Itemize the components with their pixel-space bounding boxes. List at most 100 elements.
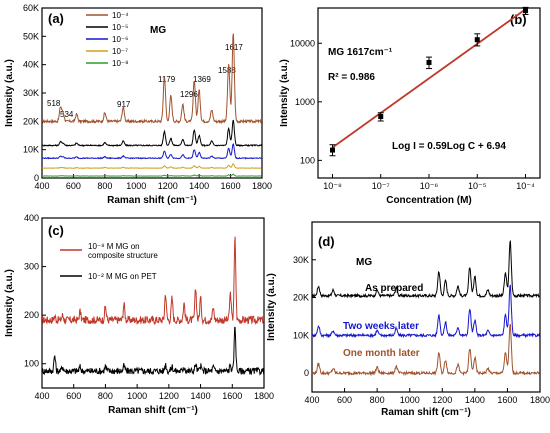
panel-a-label: (a) (48, 11, 64, 26)
panel-c-xlabel: Raman shift (cm⁻¹) (108, 405, 198, 416)
panel-c-xtick-label: 400 (34, 391, 49, 401)
legend-label-1e-4: 10⁻⁴ (112, 11, 129, 20)
panel-b-frame (317, 7, 541, 179)
panel-a-series-line-0 (42, 33, 263, 125)
legend-label-pet: 10⁻² M MG on PET (88, 272, 157, 281)
panel-a: (a) MG 10⁻⁴ 10⁻⁵ 10⁻⁶ 10⁻⁷ 10⁻⁸ 518 534 … (4, 3, 272, 206)
panel-c-xtick-label: 1000 (127, 391, 147, 401)
panel-a-xtick-label: 1200 (158, 181, 178, 191)
panel-a-title: MG (150, 25, 166, 36)
panel-d-xtick-label: 1800 (530, 395, 550, 405)
panel-a-xlabel: Raman shift (cm⁻¹) (107, 195, 197, 206)
panel-c-series-line-0 (41, 236, 265, 326)
panel-d-label: (d) (318, 234, 335, 249)
panel-a-ytick-label: 40K (23, 60, 39, 70)
panel-a-legend: 10⁻⁴ 10⁻⁵ 10⁻⁶ 10⁻⁷ 10⁻⁸ (86, 11, 129, 68)
peak-label-1296: 1296 (180, 90, 198, 99)
panel-c-legend: 10⁻⁸ M MG on composite structure 10⁻² M … (60, 242, 158, 281)
panel-d-xtick-label: 1400 (465, 395, 485, 405)
panel-d-xtick-label: 1200 (432, 395, 452, 405)
panel-b-xtick-label: 10⁻⁴ (516, 181, 535, 191)
panel-c-xtick-label: 1400 (191, 391, 211, 401)
panel-a-xtick-label: 400 (34, 181, 49, 191)
panel-d-xtick-label: 400 (304, 395, 319, 405)
panel-b-ylabel: Intensity (a.u.) (279, 59, 290, 127)
panel-b-ytick-label: 10000 (290, 38, 315, 48)
legend-label-1e-8: 10⁻⁸ (112, 59, 129, 68)
panel-a-ytick-label: 30K (23, 88, 39, 98)
panel-d-series-line-1 (311, 284, 541, 339)
panel-d-frame (311, 221, 541, 393)
panel-a-series-line-2 (41, 143, 262, 160)
panel-b-label: (b) (510, 12, 527, 27)
panel-c-ytick-label: 300 (24, 262, 39, 272)
panel-a-ytick-label: 10K (23, 145, 39, 155)
panel-b-data-point (523, 8, 529, 14)
peak-label-534: 534 (60, 110, 74, 119)
panel-c-xtick-label: 1600 (222, 391, 242, 401)
curve-label-as-prepared: As prepared (365, 283, 423, 294)
panel-a-xtick-label: 600 (66, 181, 81, 191)
panel-b-xlabel: Concentration (M) (386, 195, 472, 206)
panel-b-data-point (474, 37, 480, 43)
panel-b-fit-line (331, 8, 527, 149)
peak-label-1588: 1588 (218, 66, 236, 75)
panel-c-xtick-label: 800 (98, 391, 113, 401)
panel-a-xtick-label: 800 (97, 181, 112, 191)
panel-a-peak-labels: 518 534 917 1179 1296 1369 1588 1617 (47, 43, 243, 119)
legend-label-composite: 10⁻⁸ M MG on composite structure (88, 242, 158, 260)
legend-label-1e-6: 10⁻⁶ (112, 35, 128, 44)
panel-d-xlabel: Raman shift (cm⁻¹) (381, 407, 471, 418)
panel-d-series-line-2 (311, 323, 540, 377)
panel-c-ytick-label: 400 (24, 213, 39, 223)
panel-c-label: (c) (48, 223, 64, 238)
panel-b-data-point (378, 114, 384, 120)
panel-b-annotation-title: MG 1617cm⁻¹ (328, 47, 393, 58)
panel-d-xtick-label: 800 (370, 395, 385, 405)
legend-label-1e-5: 10⁻⁵ (112, 23, 128, 32)
panel-b-data-point (329, 147, 335, 153)
legend-label-1e-7: 10⁻⁷ (112, 47, 128, 56)
panel-c-xtick-label: 1200 (159, 391, 179, 401)
panel-a-xtick-label: 1400 (189, 181, 209, 191)
panel-b-xtick-label: 10⁻⁷ (372, 181, 390, 191)
peak-label-1369: 1369 (193, 75, 211, 84)
panel-b-xtick-label: 10⁻⁶ (420, 181, 439, 191)
panel-d-xtick-label: 1600 (497, 395, 517, 405)
panel-a-xtick-label: 1000 (126, 181, 146, 191)
curve-label-one-month: One month later (343, 348, 420, 359)
panel-d-series-line-0 (312, 240, 541, 299)
panel-c-xtick-label: 600 (66, 391, 81, 401)
panel-b-fit-equation: Log I = 0.59Log C + 6.94 (392, 141, 506, 152)
panel-d: (d) MG As prepared Two weeks later One m… (266, 221, 550, 418)
panel-d-ytick-label: 30K (293, 255, 309, 265)
panel-c-frame (41, 217, 265, 389)
panel-b-ytick-label: 1000 (295, 97, 315, 107)
panel-d-ytick-label: 20K (293, 293, 309, 303)
peak-label-1179: 1179 (158, 75, 176, 84)
peak-label-917: 917 (117, 100, 131, 109)
panel-b-xtick-label: 10⁻⁵ (468, 181, 487, 191)
panel-b-r2: R² = 0.986 (328, 72, 375, 83)
panel-c-ylabel: Intensity (a.u.) (4, 269, 15, 337)
panel-d-xtick-label: 1000 (400, 395, 420, 405)
panel-a-ylabel: Intensity (a.u.) (4, 59, 15, 127)
panel-b-xtick-label: 10⁻⁸ (323, 181, 342, 191)
panel-d-title: MG (356, 257, 372, 268)
panel-c-xtick-label: 1800 (254, 391, 274, 401)
panel-d-xtick-label: 600 (337, 395, 352, 405)
panel-d-ytick-label: 0 (304, 368, 309, 378)
panel-a-xtick-label: 1800 (252, 181, 272, 191)
panel-a-ytick-label: 50K (23, 31, 39, 41)
panel-a-xtick-label: 1600 (221, 181, 241, 191)
panel-a-series-line-3 (42, 163, 262, 169)
panel-c-series-line-1 (41, 326, 265, 376)
panel-a-ytick-label: 0 (34, 173, 39, 183)
curve-label-two-weeks: Two weeks later (343, 321, 419, 332)
panel-d-ytick-label: 10K (293, 330, 309, 340)
panel-d-ylabel: Intensity (a.u.) (266, 273, 277, 341)
panel-a-series-line-4 (41, 173, 262, 177)
panel-a-ytick-label: 60K (23, 3, 39, 13)
panel-c-ytick-label: 200 (24, 310, 39, 320)
